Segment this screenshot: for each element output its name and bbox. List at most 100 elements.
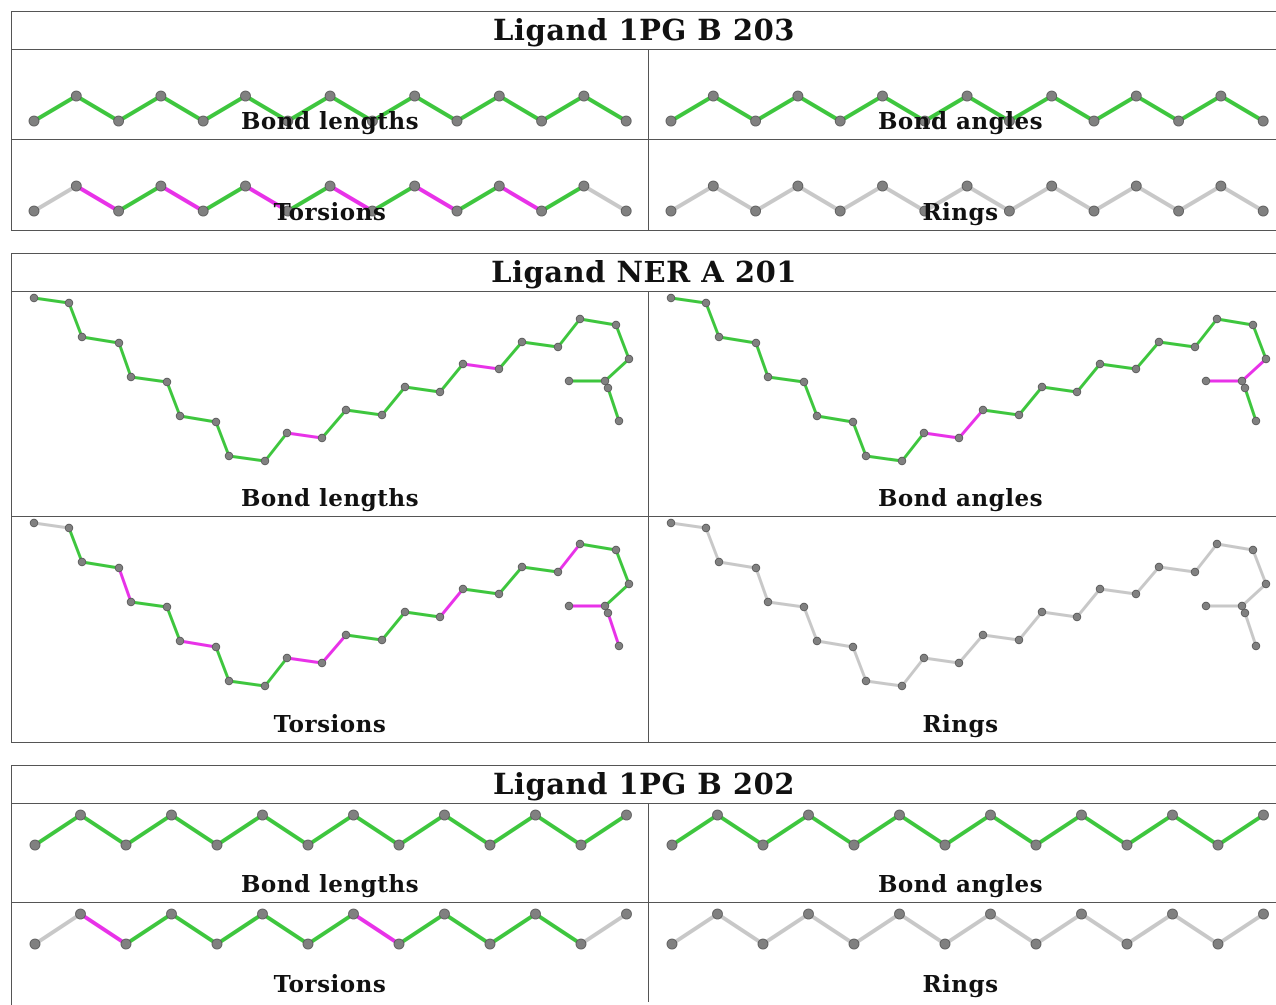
ligand-section: Ligand NER A 201 Bond lengths Bond angle… — [11, 253, 1276, 743]
bond — [67, 301, 84, 339]
atom — [1212, 938, 1224, 950]
atom — [1121, 938, 1133, 950]
bond — [1243, 386, 1258, 423]
bond — [1170, 813, 1220, 847]
molecule-diagram — [666, 908, 1269, 950]
atom — [714, 557, 724, 567]
atom — [707, 180, 719, 192]
atom — [1167, 908, 1178, 920]
panel-torsions: Torsions — [12, 903, 649, 1002]
bond — [461, 362, 501, 371]
atom — [126, 597, 136, 607]
atom — [614, 416, 624, 426]
atom — [458, 359, 468, 369]
atom — [553, 342, 563, 352]
panel-rings: Rings — [649, 517, 1276, 742]
atom — [530, 908, 541, 920]
atom — [324, 180, 336, 192]
atom — [29, 293, 39, 303]
atom — [701, 523, 711, 533]
atom — [1154, 562, 1164, 572]
atom — [985, 809, 996, 821]
atom — [621, 908, 632, 920]
bond — [614, 323, 631, 361]
atom — [260, 456, 270, 466]
bond — [67, 526, 84, 564]
atom — [1248, 545, 1258, 555]
atom — [600, 601, 610, 611]
atom — [939, 938, 951, 950]
bond — [455, 94, 502, 123]
atom — [317, 433, 327, 443]
bond — [488, 912, 538, 946]
bond — [497, 184, 544, 213]
bond — [838, 94, 885, 123]
atom — [282, 205, 294, 217]
atom — [197, 205, 209, 217]
atom — [861, 451, 871, 461]
bond — [711, 94, 758, 123]
atom — [1046, 180, 1058, 192]
bond — [380, 385, 407, 417]
panel-label: Torsions — [273, 199, 387, 226]
bond — [74, 94, 121, 123]
panel-label: Rings — [922, 199, 999, 226]
atom — [1240, 608, 1250, 618]
bond — [158, 184, 206, 213]
atom — [666, 938, 678, 950]
atom — [954, 433, 964, 443]
atom — [435, 387, 445, 397]
atom — [792, 180, 804, 192]
bond — [669, 296, 708, 305]
bond — [669, 184, 716, 213]
atom — [1240, 383, 1250, 393]
bond — [1098, 362, 1138, 371]
atom — [1037, 607, 1047, 617]
atom — [393, 839, 405, 851]
atom — [1212, 314, 1222, 324]
bond — [461, 587, 501, 596]
atom — [707, 90, 719, 102]
molecule-diagram — [29, 908, 632, 950]
atom — [77, 332, 87, 342]
atom — [985, 908, 996, 920]
atom — [848, 938, 860, 950]
bond — [806, 813, 856, 847]
atom — [484, 839, 496, 851]
atom — [919, 205, 931, 217]
atom — [877, 180, 888, 192]
atom — [1088, 115, 1100, 127]
atom — [451, 205, 463, 217]
atom — [1201, 601, 1211, 611]
panel-label: Bond lengths — [240, 108, 420, 135]
bond — [227, 454, 267, 463]
atom — [348, 809, 359, 821]
atom — [458, 584, 468, 594]
atom — [1030, 938, 1042, 950]
atom — [211, 417, 221, 427]
bond — [880, 184, 927, 213]
bond — [838, 184, 885, 213]
atom — [1037, 382, 1047, 392]
bond — [243, 184, 290, 213]
atom — [763, 597, 773, 607]
atom — [848, 839, 860, 851]
atom — [919, 428, 929, 438]
panel-rings: Rings — [649, 140, 1276, 230]
atom — [1003, 115, 1015, 127]
atom — [757, 938, 769, 950]
bond — [1134, 340, 1161, 371]
bond — [403, 610, 442, 619]
bond — [715, 813, 765, 847]
bond — [497, 340, 524, 371]
atom — [494, 364, 504, 374]
bond — [1007, 94, 1054, 123]
atom — [897, 681, 907, 691]
atom — [282, 115, 294, 127]
atom — [919, 115, 931, 127]
atom — [792, 90, 804, 102]
atom — [763, 372, 773, 382]
bond — [922, 94, 970, 123]
bond — [403, 385, 442, 394]
bond — [412, 184, 459, 213]
